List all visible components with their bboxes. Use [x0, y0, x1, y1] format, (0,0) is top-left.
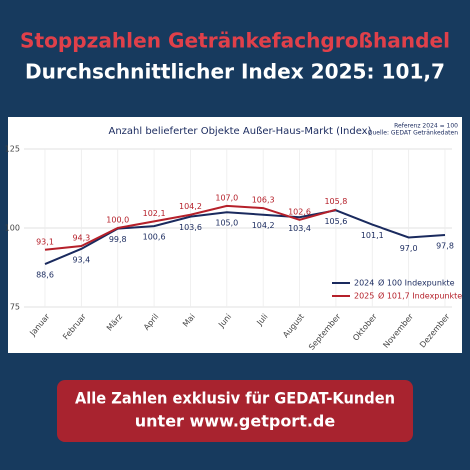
- value-label: 93,4: [72, 255, 90, 264]
- legend-label: 2024: [354, 279, 374, 288]
- reference: Referenz 2024 = 100: [394, 123, 458, 130]
- series-line: [44, 204, 337, 251]
- value-label: 106,3: [252, 196, 275, 205]
- value-label: 100,6: [143, 233, 166, 242]
- subheadline: Durchschnittlicher Index 2025: 101,7: [25, 60, 445, 84]
- value-label: 105,8: [324, 197, 347, 206]
- chart-panel: [8, 117, 462, 353]
- source: Quelle: GEDAT Getränkedaten: [368, 130, 458, 137]
- value-label: 103,6: [179, 223, 202, 232]
- value-label: 100,0: [106, 216, 129, 225]
- value-label: 88,6: [36, 271, 54, 280]
- value-label: 104,2: [252, 221, 275, 230]
- headline: Stoppzahlen Getränkefachgroßhandel: [20, 29, 450, 53]
- cta-line: unter www.getport.de: [135, 412, 336, 431]
- value-label: 105,0: [215, 219, 238, 228]
- legend-label: 2025: [354, 292, 374, 301]
- value-label: 97,8: [436, 241, 454, 250]
- value-label: 93,1: [36, 237, 54, 246]
- y-tick-label: 125: [5, 145, 20, 154]
- chart-title: Anzahl belieferter Objekte Außer-Haus-Ma…: [108, 126, 371, 137]
- value-label: 94,3: [72, 234, 90, 243]
- y-tick-label: 75: [10, 303, 20, 312]
- y-tick-label: 100: [5, 224, 20, 233]
- value-label: 107,0: [215, 193, 238, 202]
- value-label: 103,4: [288, 224, 311, 233]
- legend-note: Ø 101,7 Indexpunkte: [378, 291, 462, 301]
- value-label: 99,8: [109, 235, 127, 244]
- value-label: 102,6: [288, 207, 311, 216]
- legend-note: Ø 100 Indexpunkte: [378, 278, 455, 288]
- cta-line: Alle Zahlen exklusiv für GEDAT-Kunden: [75, 389, 395, 408]
- value-label: 104,2: [179, 202, 202, 211]
- value-label: 102,1: [143, 209, 166, 218]
- value-label: 105,6: [324, 217, 347, 226]
- cta-button[interactable]: [57, 380, 413, 442]
- value-label: 101,1: [361, 231, 384, 240]
- value-label: 97,0: [400, 244, 418, 253]
